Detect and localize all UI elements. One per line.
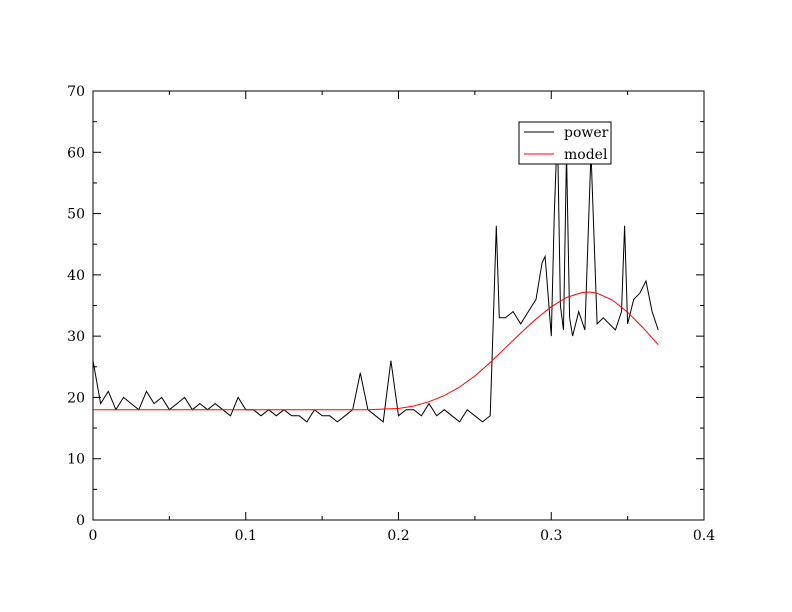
x-tick-label: 0.4 xyxy=(693,528,715,544)
x-axis: 0 0.1 0.2 0.3 0.4 xyxy=(89,91,715,544)
x-tick-label: 0.3 xyxy=(540,528,562,544)
x-tick-label: 0 xyxy=(89,528,98,544)
series-line-power xyxy=(92,127,659,423)
legend: power model xyxy=(518,121,612,165)
legend-label-power: power xyxy=(564,125,609,141)
y-tick-label: 0 xyxy=(76,513,85,529)
y-tick-label: 30 xyxy=(67,329,85,345)
legend-box xyxy=(518,121,612,165)
legend-label-model: model xyxy=(564,147,608,163)
y-tick-label: 70 xyxy=(67,84,85,100)
plot-frame xyxy=(92,90,705,521)
x-tick-label: 0.2 xyxy=(387,528,409,544)
y-axis: 0 10 20 30 40 50 60 70 xyxy=(67,84,704,529)
y-tick-label: 60 xyxy=(67,145,85,161)
y-tick-label: 50 xyxy=(67,207,85,223)
y-tick-label: 20 xyxy=(67,390,85,406)
x-tick-label: 0.1 xyxy=(235,528,257,544)
y-tick-label: 10 xyxy=(67,452,85,468)
y-tick-label: 40 xyxy=(67,268,85,284)
plot-area xyxy=(92,127,659,423)
series-line-model xyxy=(93,291,659,411)
